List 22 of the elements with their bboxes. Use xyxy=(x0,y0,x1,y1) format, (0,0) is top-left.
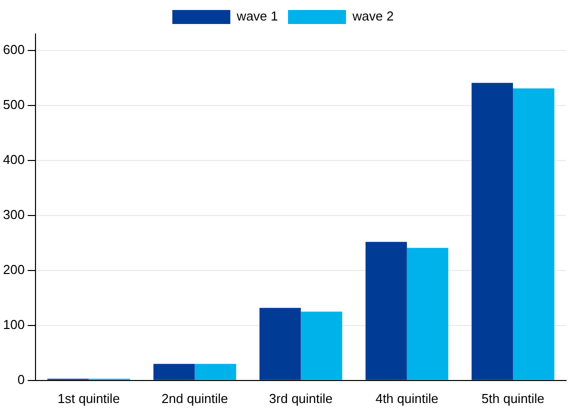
y-tick-label: 500 xyxy=(2,97,25,112)
x-tick-label: 3rd quintile xyxy=(269,390,333,406)
bar xyxy=(194,364,236,380)
y-tick-label: 600 xyxy=(2,42,25,58)
y-tick-label: 0 xyxy=(17,372,25,387)
x-tick-label: 2nd quintile xyxy=(162,390,228,406)
y-tick-label: 200 xyxy=(2,262,25,278)
bar xyxy=(366,242,407,380)
x-tick-label: 5th quintile xyxy=(482,390,544,406)
legend-label: wave 1 xyxy=(236,8,278,24)
y-tick-label: 100 xyxy=(2,316,25,332)
bar xyxy=(512,88,554,380)
y-tick-label: 300 xyxy=(2,207,25,222)
bar xyxy=(406,248,448,380)
y-tick-label: 400 xyxy=(2,152,25,168)
bar xyxy=(259,308,301,380)
x-tick-label: 1st quintile xyxy=(58,390,120,406)
bar xyxy=(472,82,513,380)
x-tick-label: 4th quintile xyxy=(375,390,438,406)
bar xyxy=(153,364,195,380)
legend-label: wave 2 xyxy=(352,8,394,24)
bar xyxy=(300,312,342,380)
